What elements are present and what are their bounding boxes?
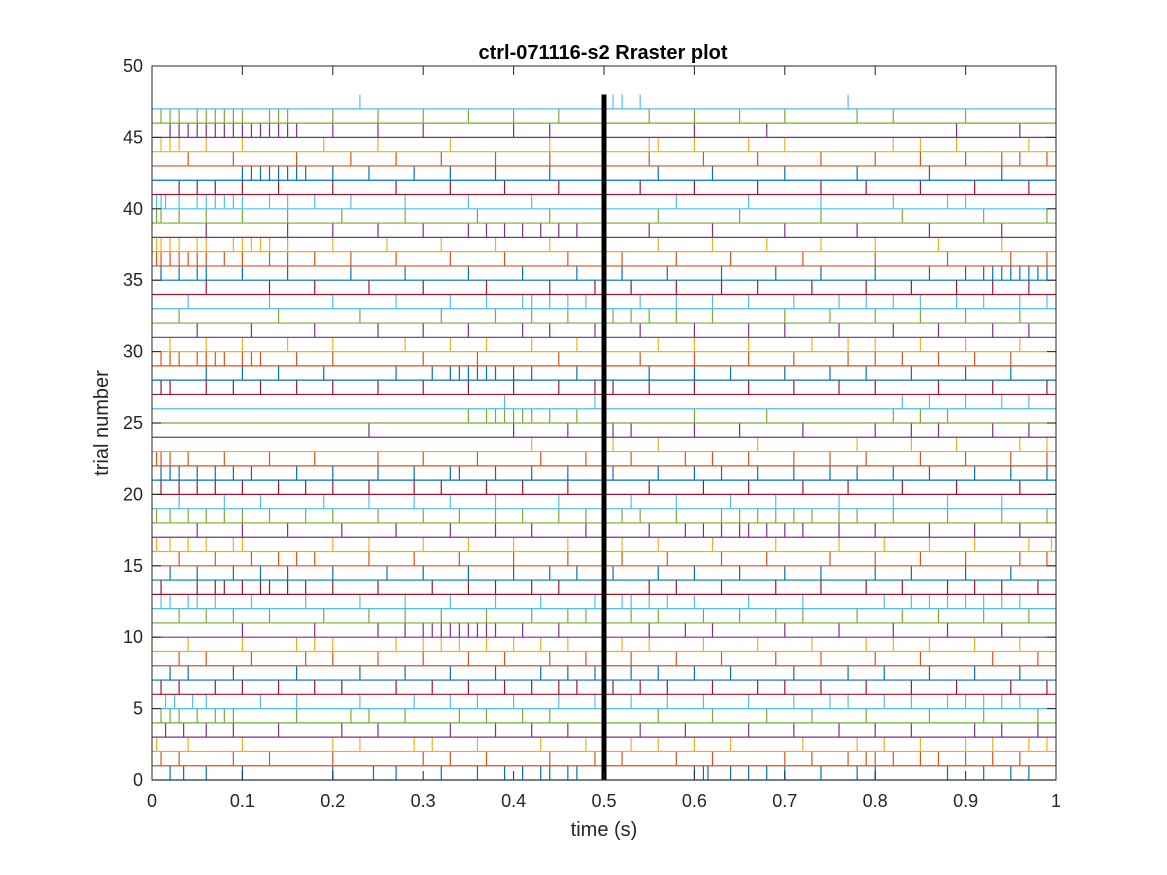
x-tick-label: 0.3 bbox=[411, 791, 436, 811]
x-axis-ticks: 0 0.1 0.2 0.3 0.4 0.5 0.6 0.7 0.8 0.9 1 bbox=[147, 66, 1061, 811]
x-tick-label: 0.9 bbox=[953, 791, 978, 811]
y-tick-label: 20 bbox=[123, 484, 143, 504]
x-tick-label: 0.5 bbox=[591, 791, 616, 811]
x-tick-label: 0.8 bbox=[863, 791, 888, 811]
y-tick-label: 0 bbox=[133, 770, 143, 790]
chart-title: ctrl-071116-s2 Rraster plot bbox=[478, 42, 727, 64]
y-axis-ticks: 0 5 10 15 20 25 30 35 40 45 50 bbox=[123, 56, 1056, 790]
y-axis-label: trial number bbox=[91, 370, 113, 476]
x-tick-label: 0.6 bbox=[682, 791, 707, 811]
x-tick-label: 0.4 bbox=[501, 791, 526, 811]
y-tick-label: 45 bbox=[123, 127, 143, 147]
y-tick-label: 40 bbox=[123, 199, 143, 219]
x-tick-label: 0 bbox=[147, 791, 157, 811]
y-tick-label: 35 bbox=[123, 270, 143, 290]
y-tick-label: 25 bbox=[123, 413, 143, 433]
y-tick-label: 50 bbox=[123, 56, 143, 76]
y-tick-label: 10 bbox=[123, 627, 143, 647]
y-tick-label: 15 bbox=[123, 556, 143, 576]
x-tick-label: 0.7 bbox=[772, 791, 797, 811]
x-tick-label: 0.2 bbox=[320, 791, 345, 811]
y-tick-label: 5 bbox=[133, 699, 143, 719]
x-tick-label: 0.1 bbox=[230, 791, 255, 811]
y-tick-label: 30 bbox=[123, 342, 143, 362]
x-tick-label: 1 bbox=[1051, 791, 1061, 811]
x-axis-label: time (s) bbox=[571, 819, 638, 841]
